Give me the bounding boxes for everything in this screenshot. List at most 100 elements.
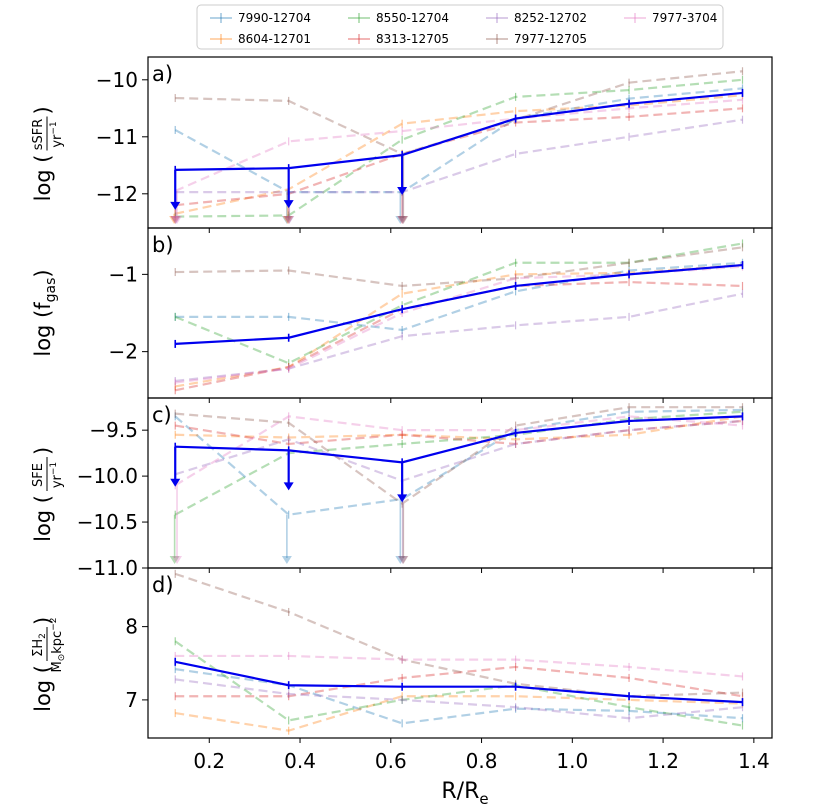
legend-item-8550-12704: 8550-12704 xyxy=(348,11,449,25)
x-tick-label: 0.2 xyxy=(193,749,225,773)
y-axis-label: log ( SFE yr−1) xyxy=(31,447,65,542)
mean-line xyxy=(175,660,743,704)
y-tick-label: −10.5 xyxy=(77,510,138,534)
upper-limit-arrow-faint-head xyxy=(397,556,408,564)
x-tick-label: 0.4 xyxy=(284,749,316,773)
mean-upper-limit-arrow-head xyxy=(170,201,181,210)
legend-item-7990-12704: 7990-12704 xyxy=(210,11,311,25)
upper-limit-arrow-faint-head xyxy=(284,216,295,224)
upper-limit-arrow-faint-head xyxy=(172,556,183,564)
y-label-suffix: ) xyxy=(31,447,55,455)
panel-4-plot-area xyxy=(174,569,744,735)
panel-1: −12 −11 −10 a) log (sSFR yr−1) xyxy=(31,56,773,233)
legend-item-7977-12705: 7977-12705 xyxy=(486,32,587,46)
y-label-suffix: ) xyxy=(31,617,55,625)
series-line-7977-12705 xyxy=(174,572,743,698)
panel-label: a) xyxy=(152,62,173,86)
x-axis: 0.2 0.4 0.6 0.8 1.0 1.2 1.4 xyxy=(193,749,769,773)
upper-limit-arrow-faint-head xyxy=(281,556,292,564)
legend-label: 7990-12704 xyxy=(238,11,311,25)
mean-upper-limit-arrow-head xyxy=(170,478,181,487)
upper-limit-arrow-faint-head xyxy=(395,216,406,224)
mean-upper-limit-arrow-head xyxy=(397,494,408,503)
series-line-7977-12705 xyxy=(175,246,743,288)
mean-line xyxy=(175,91,743,171)
y-tick-label: 7 xyxy=(125,688,138,712)
panel-3: −11.0 −10.5 −10.0 −9.5 c) log ( SFE yr−1) xyxy=(31,397,773,580)
y-label-numerator: SFE xyxy=(31,463,46,487)
y-tick-label: −2 xyxy=(109,340,138,364)
y-label-denominator: yr−1 xyxy=(49,121,65,147)
series-line-8252-12702 xyxy=(175,678,743,720)
mean-upper-limit-arrow-head xyxy=(283,482,294,491)
y-label-text: log (fgas) xyxy=(31,269,59,356)
series-line-8313-12705 xyxy=(175,419,743,446)
legend-label: 8313-12705 xyxy=(376,32,449,46)
panel-1-plot-area xyxy=(169,67,744,224)
y-tick-label: −12 xyxy=(96,182,138,206)
x-axis-label: R/Re xyxy=(441,779,488,807)
series-line-8313-12705 xyxy=(175,665,743,698)
panel-label: c) xyxy=(152,403,172,427)
panel-2-plot-area xyxy=(174,239,744,395)
upper-limit-arrow-faint-head xyxy=(172,216,183,224)
upper-limit-arrow-faint-head xyxy=(281,216,292,224)
y-tick-label: −10 xyxy=(96,68,138,92)
series-line-8550-12704 xyxy=(175,78,743,218)
y-label-suffix: ) xyxy=(31,106,55,114)
x-tick-label: 1.2 xyxy=(647,749,679,773)
series-line-8550-12704 xyxy=(174,640,743,727)
y-label-numerator: ΣH2 xyxy=(31,633,48,657)
legend-item-7977-3704: 7977-3704 xyxy=(624,11,717,25)
x-tick-label: 1.0 xyxy=(556,749,588,773)
series-line-8604-12701 xyxy=(175,263,743,388)
y-label-denominator: yr−1 xyxy=(49,462,65,488)
legend-label: 8252-12702 xyxy=(514,11,587,25)
x-tick-label: 0.6 xyxy=(375,749,407,773)
upper-limit-arrow-faint-head xyxy=(283,216,294,224)
y-axis-label: log (sSFR yr−1) xyxy=(31,106,65,201)
series-line-8252-12702 xyxy=(174,419,743,482)
upper-limit-arrow-faint-head xyxy=(170,216,181,224)
x-tick-label: 1.4 xyxy=(738,749,770,773)
series-line-7977-12705 xyxy=(175,70,743,156)
series-line-8604-12701 xyxy=(174,94,743,215)
upper-limit-arrow-faint-head xyxy=(398,556,409,564)
series-line-7990-12704 xyxy=(175,668,743,725)
series-line-8252-12702 xyxy=(175,292,743,383)
series-line-8604-12701 xyxy=(175,695,743,732)
y-axis-label: log (fgas) xyxy=(31,269,59,356)
series-line-8313-12705 xyxy=(175,107,743,207)
series-line-7990-12704 xyxy=(175,261,743,332)
y-tick-label: −10.0 xyxy=(77,464,138,488)
mean-upper-limit-arrow-head xyxy=(283,200,294,209)
y-tick-label: −11 xyxy=(96,125,138,149)
x-tick-label: 0.8 xyxy=(466,749,498,773)
panel-frame xyxy=(147,397,773,569)
upper-limit-arrow-faint-head xyxy=(397,216,408,224)
panel-label: d) xyxy=(152,573,174,597)
series-line-7977-3704 xyxy=(174,98,743,192)
y-tick-label: −11.0 xyxy=(77,556,138,580)
legend: 7990-12704 8604-12701 8550-12704 8313-12705… xyxy=(196,4,724,50)
y-tick-label: −9.5 xyxy=(89,418,138,442)
upper-limit-arrow-faint-head xyxy=(282,216,293,224)
upper-limit-arrow-faint-head xyxy=(169,216,180,224)
y-label-prefix: log ( xyxy=(31,495,55,542)
series-line-8252-12702 xyxy=(175,118,743,194)
panel-2: −2 −1 b) log (fgas) xyxy=(31,227,773,403)
upper-limit-arrow-faint-head xyxy=(170,216,181,224)
upper-limit-arrow-faint-head xyxy=(395,556,406,564)
legend-label: 8550-12704 xyxy=(376,11,449,25)
series-line-7977-3704 xyxy=(174,415,743,487)
legend-label: 7977-3704 xyxy=(652,11,717,25)
legend-label: 8604-12701 xyxy=(238,32,311,46)
mean-line xyxy=(175,263,743,346)
legend-box xyxy=(196,4,724,50)
legend-item-8252-12702: 8252-12702 xyxy=(486,11,587,25)
upper-limit-arrow-faint-head xyxy=(397,216,408,224)
upper-limit-arrow-faint-head xyxy=(169,556,180,564)
